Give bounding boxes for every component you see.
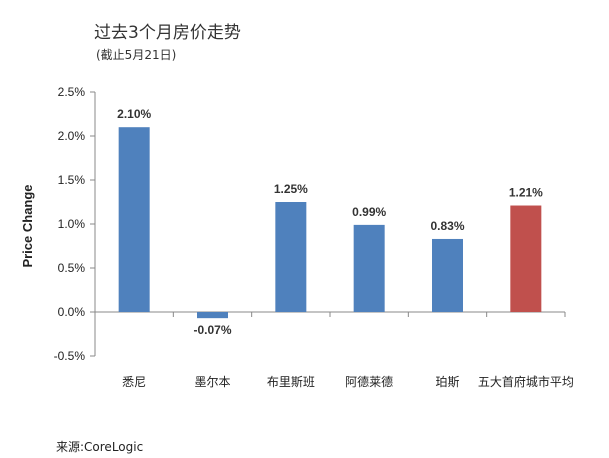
y-tick-label: 0.5% [58, 261, 86, 275]
x-tick-label: 悉尼 [122, 375, 146, 389]
source-note: 来源:CoreLogic [56, 440, 144, 454]
bar [275, 202, 307, 312]
data-label: 1.21% [509, 186, 543, 200]
x-tick-label: 珀斯 [435, 375, 459, 389]
x-tick-label: 布里斯班 [267, 375, 315, 389]
bar [118, 127, 150, 312]
x-tick-labels: 悉尼 墨尔本 布里斯班 阿德莱德 珀斯 五大首府城市平均 [122, 374, 574, 389]
y-tick-label: -0.5% [54, 349, 86, 363]
y-tick-label: 2.5% [58, 85, 86, 99]
data-label: 0.83% [430, 219, 464, 233]
data-label: 0.99% [352, 205, 386, 219]
y-tick-label: 0.0% [58, 305, 86, 319]
bar [353, 224, 385, 312]
data-label: 2.10% [117, 107, 151, 121]
chart-subtitle: (截止5月21日) [96, 48, 177, 62]
bar [510, 205, 542, 312]
data-label: 1.25% [274, 182, 308, 196]
bar [432, 238, 463, 312]
y-ticks: -0.5% 0.0% 0.5% 1.0% 1.5% 2.0% 2.5% [54, 85, 566, 363]
data-label: -0.07% [193, 323, 231, 337]
y-tick-label: 1.5% [58, 173, 86, 187]
y-tick-label: 2.0% [58, 129, 86, 143]
bar [197, 312, 228, 319]
x-tick-label: 阿德莱德 [345, 374, 393, 389]
x-tick-label: 五大首府城市平均 [478, 374, 574, 389]
bars: 2.10% -0.07% 1.25% 0.99% 0.83% 1.21% [117, 107, 543, 337]
y-axis-label: Price Change [20, 184, 35, 267]
x-tick-label: 墨尔本 [194, 374, 230, 389]
y-tick-label: 1.0% [58, 217, 86, 231]
chart-title: 过去3个月房价走势 [94, 23, 241, 43]
